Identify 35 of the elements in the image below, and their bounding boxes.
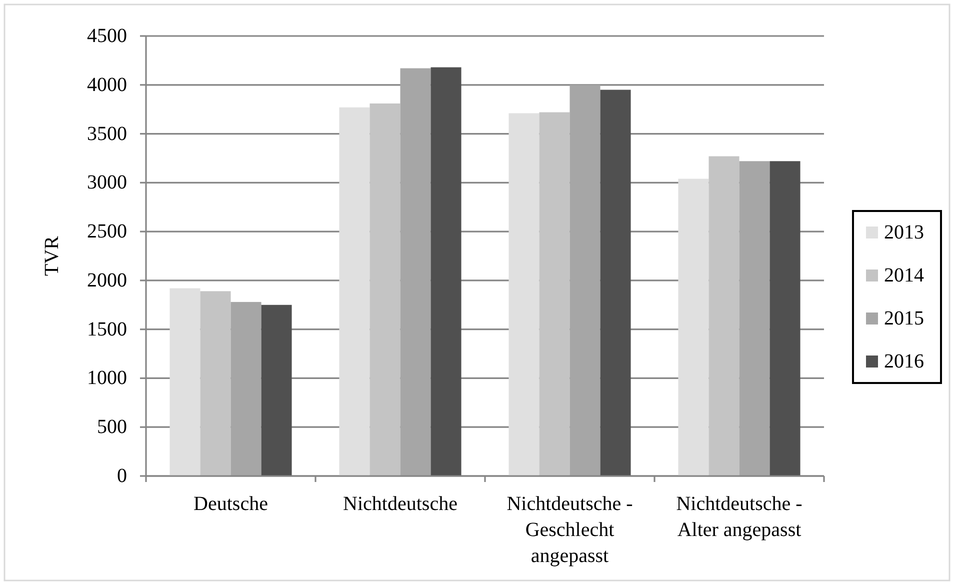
bar: [570, 84, 600, 476]
x-tick-label: Nichtdeutsche: [343, 493, 458, 515]
bar: [400, 68, 431, 476]
bar: [170, 288, 200, 476]
bar: [539, 112, 570, 476]
x-tick-label: Deutsche: [194, 493, 268, 515]
legend-label: 2015: [884, 308, 924, 330]
y-tick-label: 3000: [87, 172, 127, 194]
y-tick-label: 2500: [87, 220, 127, 243]
y-tick-label: 4500: [87, 25, 127, 47]
bar: [508, 113, 540, 476]
y-tick-label: 2000: [87, 269, 127, 292]
bar: [770, 161, 800, 476]
bar: [339, 107, 370, 476]
y-axis-title: TVR: [41, 235, 63, 276]
y-tick-label: 4000: [87, 74, 127, 96]
legend-label: 2013: [884, 222, 924, 244]
y-tick-label: 0: [117, 465, 127, 487]
bar: [430, 67, 462, 476]
bar: [600, 90, 631, 476]
bar: [200, 291, 231, 476]
legend-label: 2014: [884, 264, 924, 286]
bar: [708, 156, 740, 476]
y-tick-label: 1000: [87, 367, 127, 390]
bar: [370, 103, 400, 476]
bar: [261, 304, 292, 476]
legend-label: 2016: [884, 350, 924, 372]
bar: [678, 178, 709, 476]
y-tick-label: 1500: [87, 318, 127, 340]
x-tick-label: Nichtdeutsche - Alter angepasst: [676, 493, 802, 541]
bar: [739, 161, 770, 476]
y-tick-label: 500: [97, 416, 127, 438]
bar: [230, 302, 262, 476]
x-tick-label: Nichtdeutsche - Geschlecht angepasst: [506, 493, 633, 567]
y-tick-label: 3500: [87, 122, 127, 145]
